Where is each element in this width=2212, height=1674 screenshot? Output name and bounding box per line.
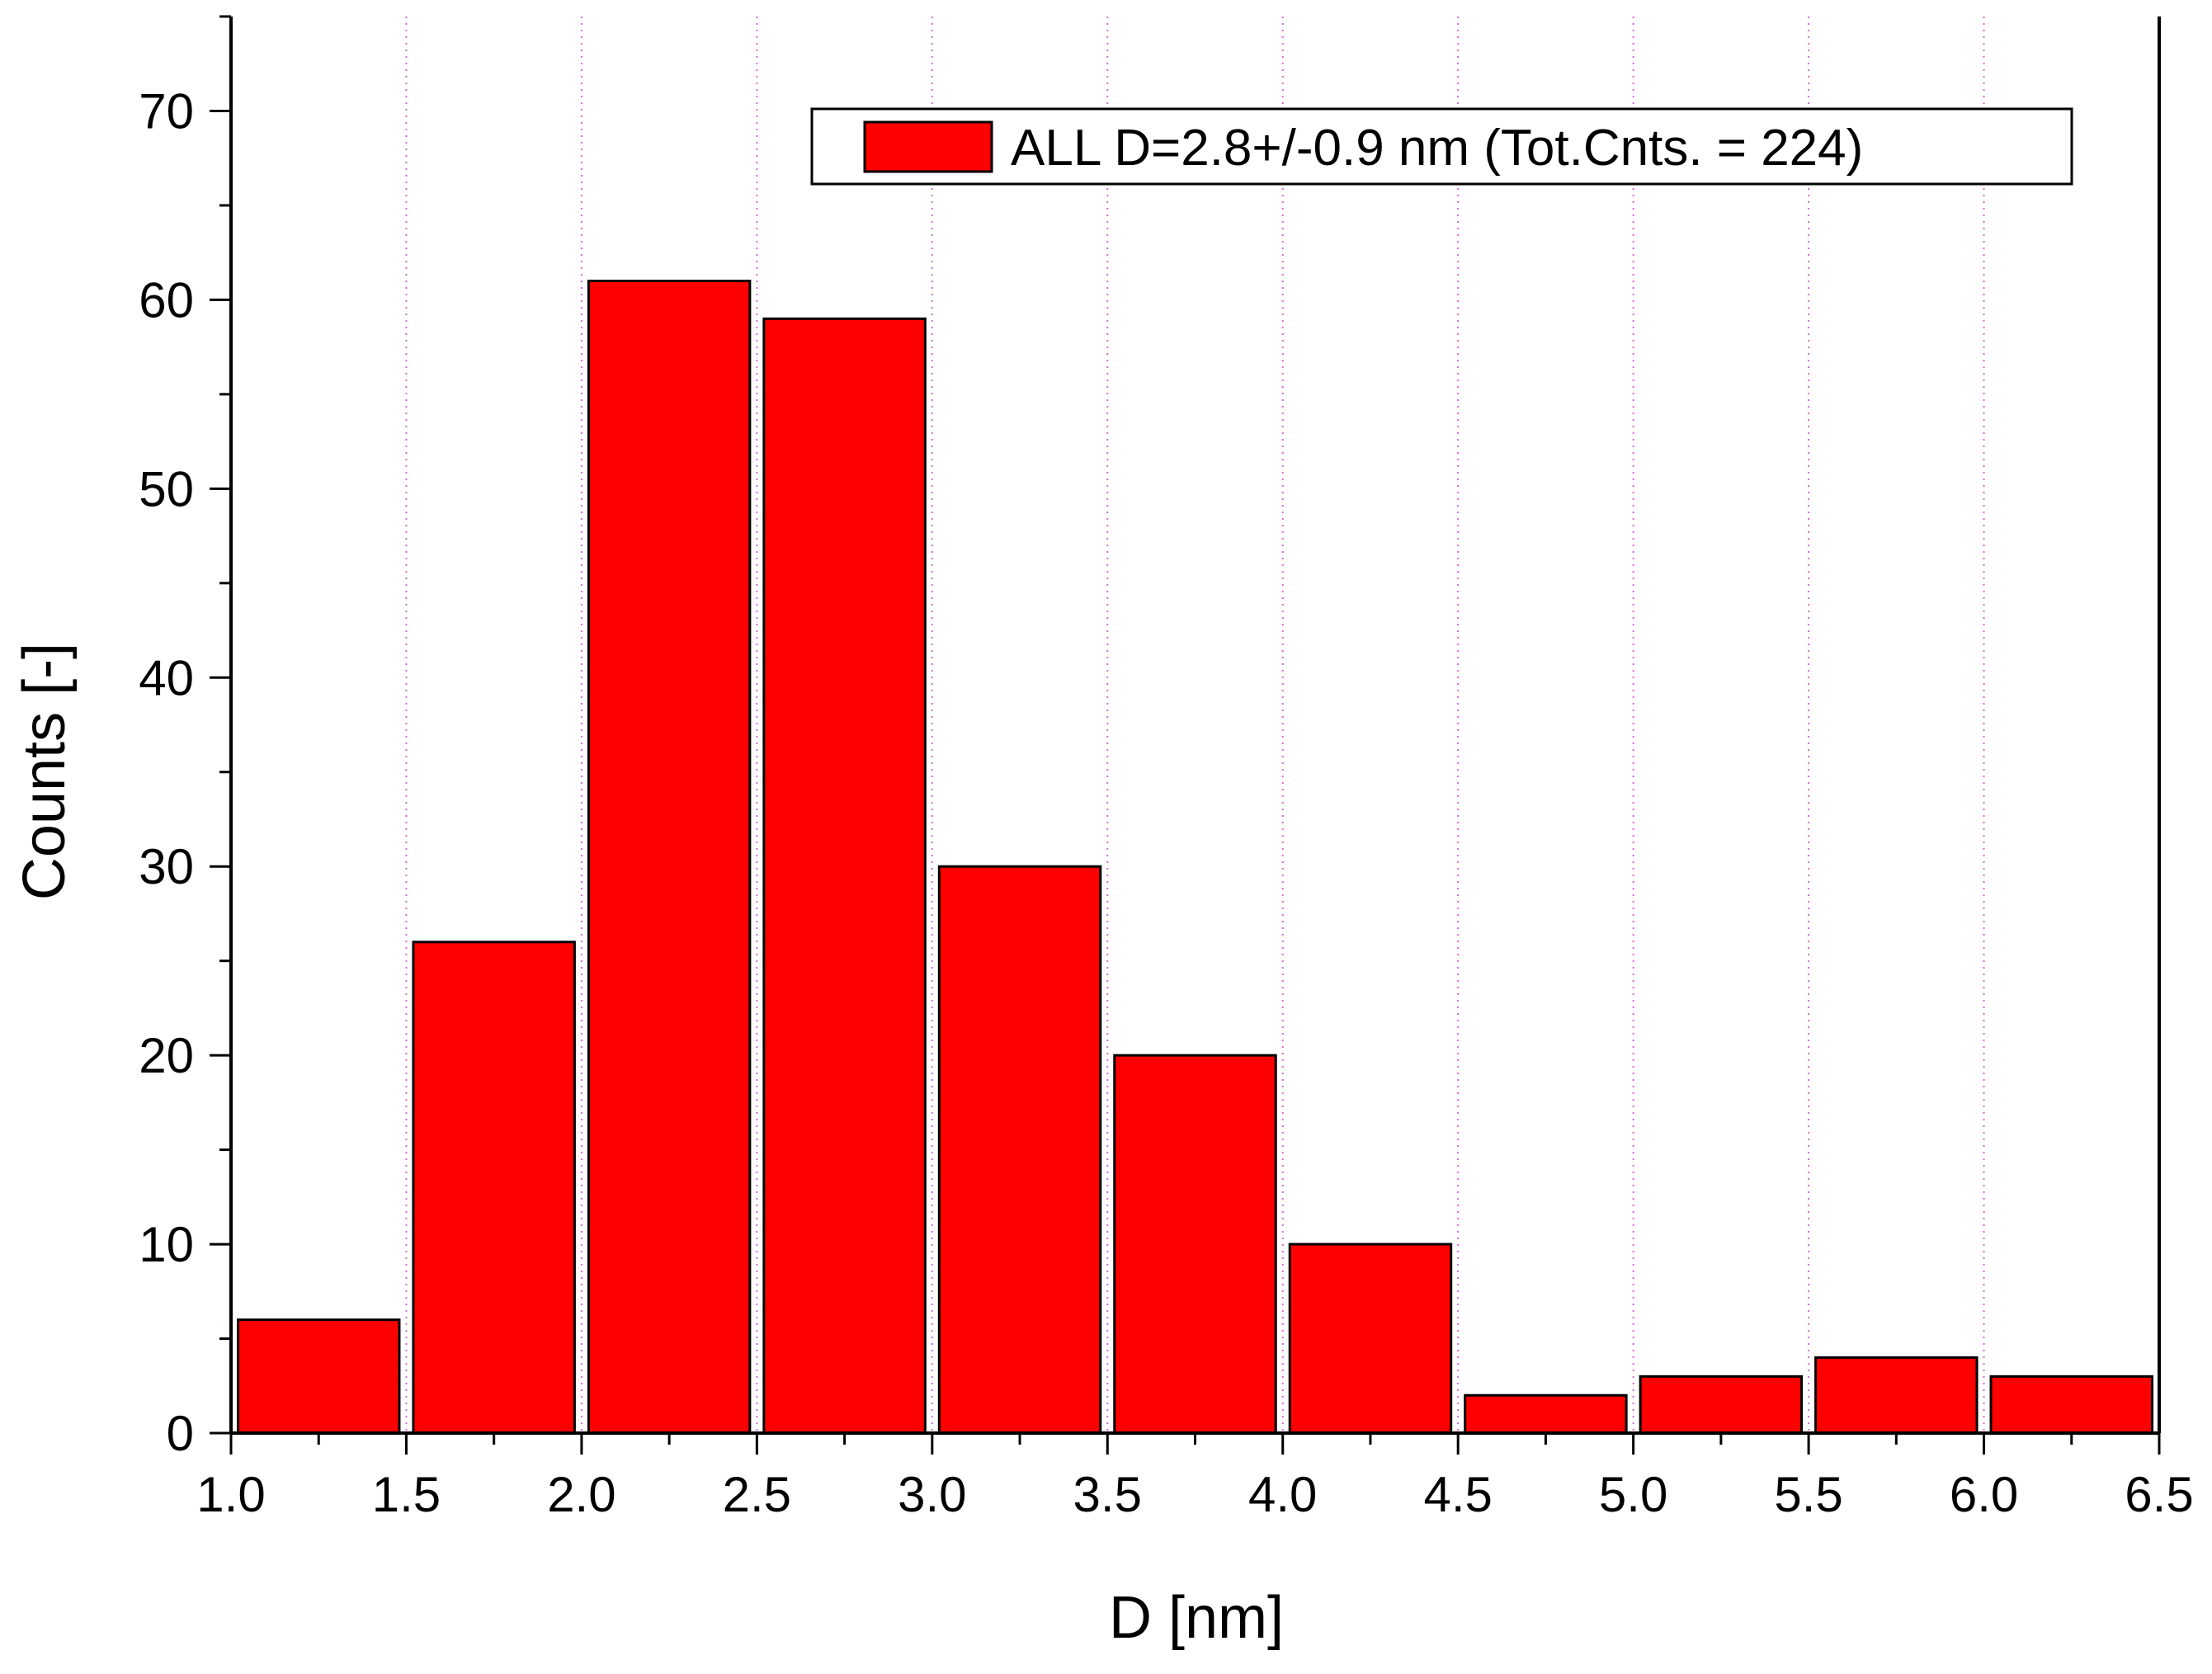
x-tick-label: 5.0	[1599, 1467, 1667, 1522]
legend-label: ALL D=2.8+/-0.9 nm (Tot.Cnts. = 224)	[1011, 120, 1863, 177]
y-tick-label: 40	[139, 650, 194, 705]
x-tick-label: 6.5	[2125, 1467, 2193, 1522]
x-tick-label: 6.0	[1950, 1467, 2018, 1522]
x-axis-title: D [nm]	[1109, 1585, 1284, 1651]
y-tick-label: 30	[139, 839, 194, 894]
x-tick-label: 2.5	[723, 1467, 791, 1522]
x-tick-label: 4.5	[1423, 1467, 1492, 1522]
bar	[412, 941, 576, 1435]
x-axis-ticks: 1.0 1.5 2.0 2.5 3.0 3.5 4.0 4.5 5.0 5.5 6.0 6.5	[196, 1433, 2194, 1522]
bar	[1288, 1243, 1453, 1435]
bar	[937, 865, 1102, 1435]
bar	[1814, 1356, 1979, 1435]
x-tick-label: 1.5	[372, 1467, 441, 1522]
bar	[587, 280, 752, 1435]
bar	[1113, 1054, 1277, 1435]
bar	[1639, 1375, 1804, 1435]
y-tick-label: 50	[139, 461, 194, 516]
y-tick-label: 70	[139, 83, 194, 139]
bar	[236, 1318, 401, 1435]
x-tick-label: 5.5	[1774, 1467, 1842, 1522]
bar	[1989, 1375, 2154, 1435]
y-axis-title: Counts [-]	[12, 643, 78, 900]
y-tick-label: 60	[139, 272, 194, 328]
x-tick-label: 1.0	[196, 1467, 265, 1522]
legend-box	[810, 107, 2073, 186]
y-tick-label: 0	[167, 1406, 194, 1461]
x-tick-label: 3.0	[898, 1467, 966, 1522]
legend-swatch	[863, 120, 993, 173]
bar	[762, 317, 927, 1435]
y-tick-label: 20	[139, 1028, 194, 1083]
y-axis-ticks: 0 10 20 30 40 50 60 70	[139, 15, 231, 1461]
x-tick-label: 2.0	[547, 1467, 615, 1522]
bars	[236, 280, 2154, 1435]
x-tick-label: 4.0	[1248, 1467, 1317, 1522]
x-tick-label: 3.5	[1073, 1467, 1142, 1522]
legend: ALL D=2.8+/-0.9 nm (Tot.Cnts. = 224)	[810, 107, 2073, 186]
bar	[1464, 1393, 1628, 1435]
y-tick-label: 10	[139, 1217, 194, 1272]
